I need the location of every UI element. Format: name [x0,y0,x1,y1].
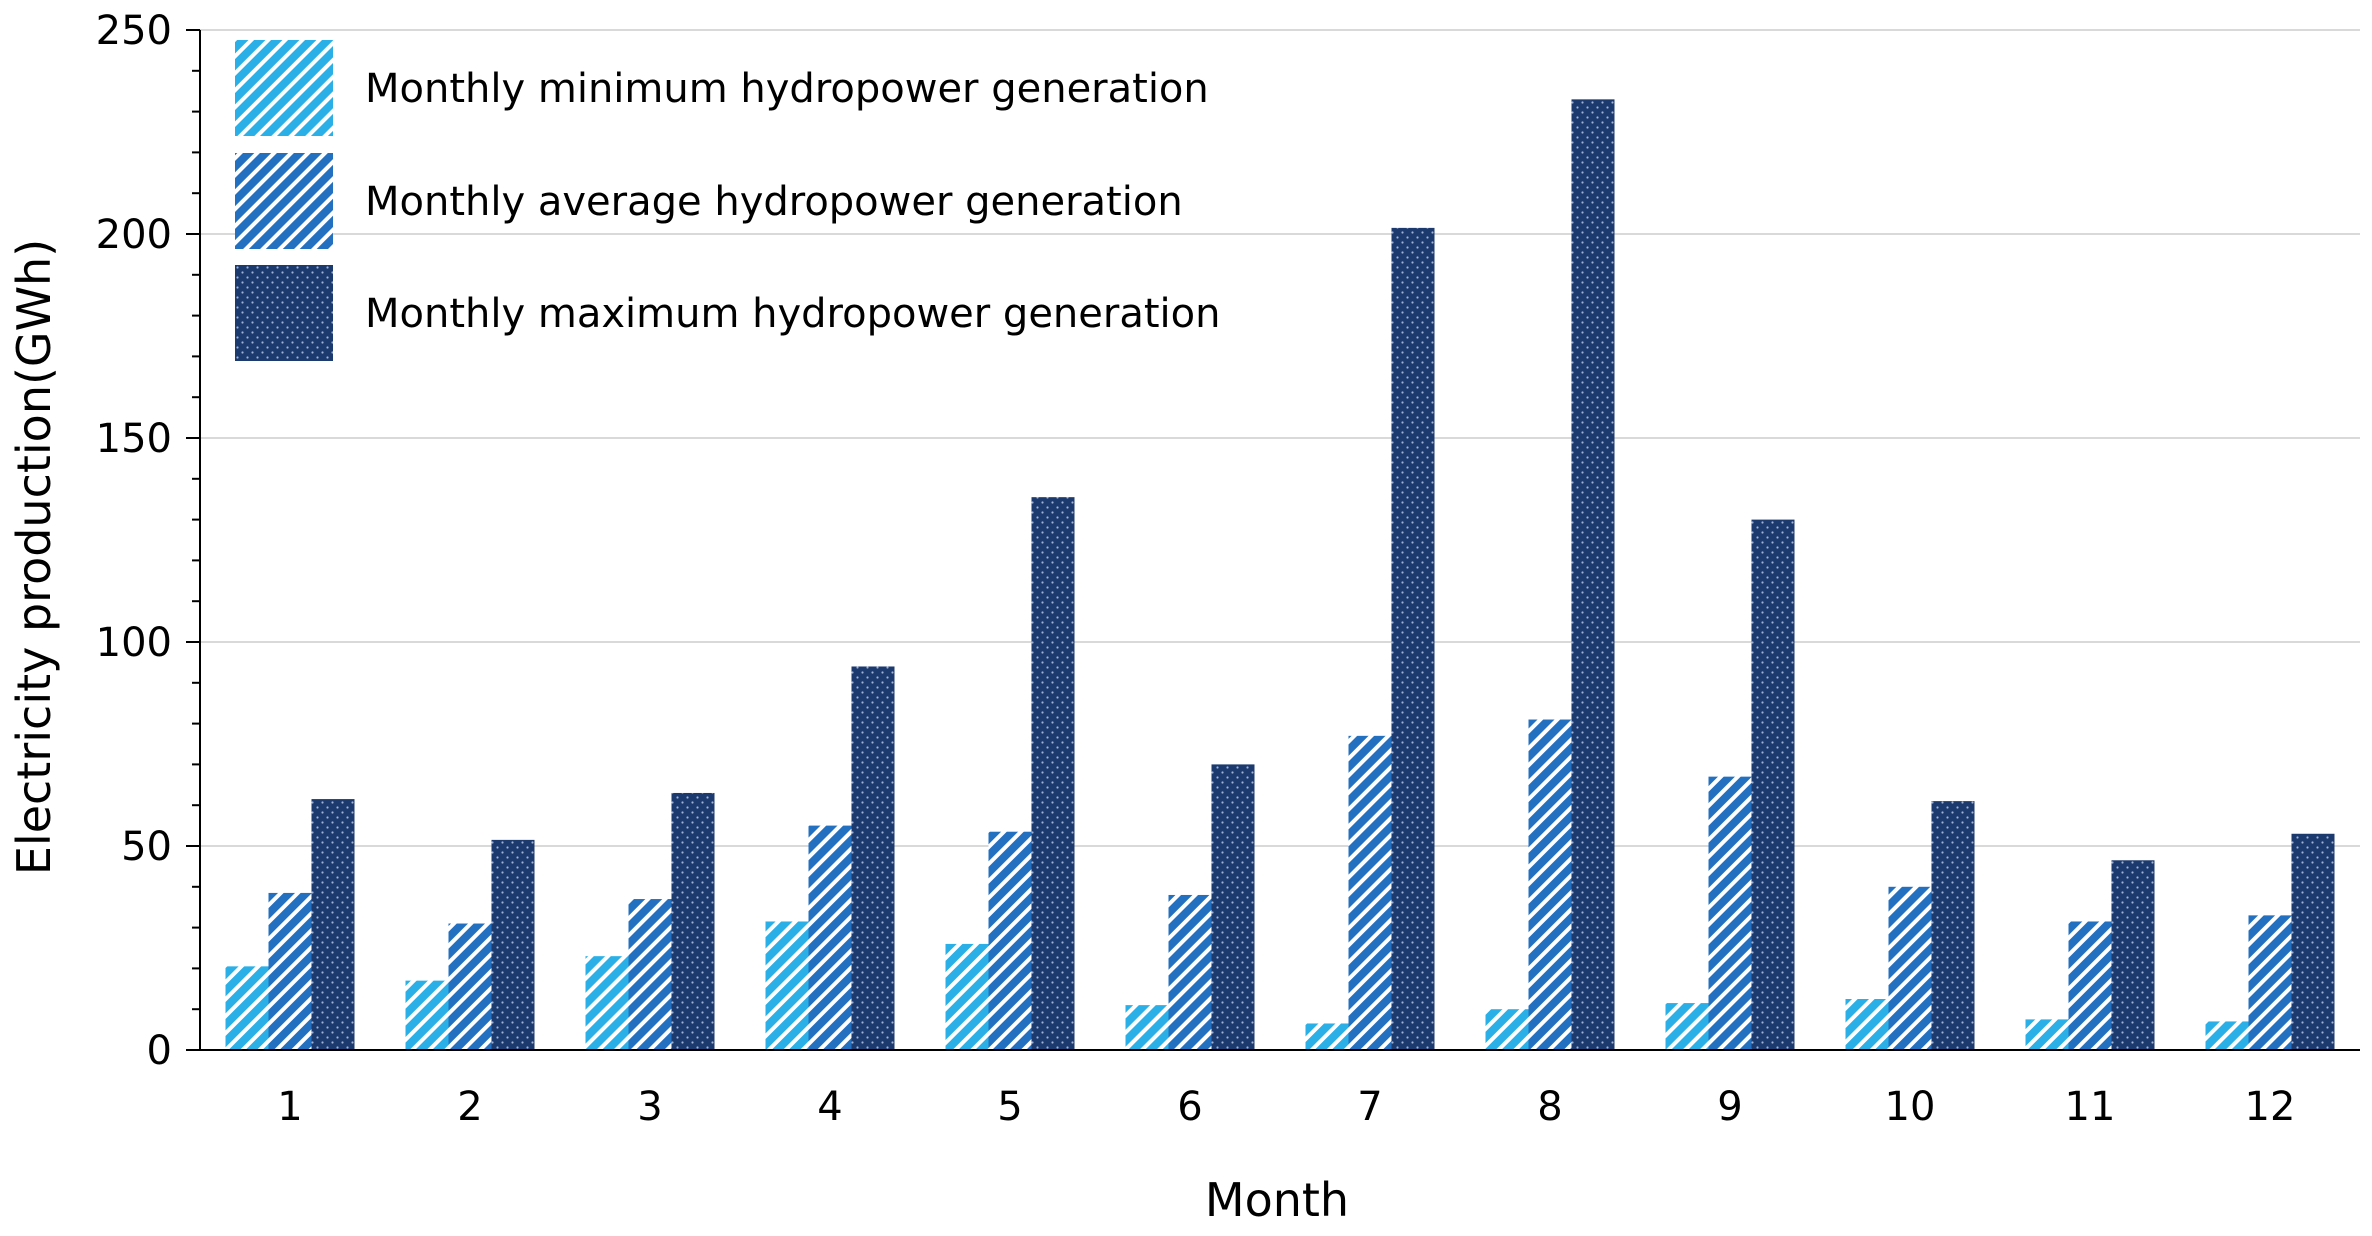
bar-max-month-2 [491,839,535,1050]
bar-avg-month-11 [2068,921,2112,1050]
x-tick-label: 3 [637,1084,662,1130]
bar-max-month-8 [1571,99,1615,1051]
y-tick-label: 100 [96,620,172,666]
bar-max-month-6 [1211,764,1255,1050]
bar-max-month-3 [671,792,715,1050]
axes [186,29,2360,1051]
bar-min-month-11 [2025,1019,2069,1050]
gridlines [200,29,2360,847]
bar-avg-month-4 [808,825,852,1050]
legend-swatch-max [235,265,333,361]
bar-min-month-8 [1485,1009,1529,1050]
bars [225,99,2335,1051]
legend-label-min: Monthly minimum hydropower generation [365,66,1209,112]
bar-min-month-5 [945,943,989,1050]
bar-avg-month-6 [1168,894,1212,1050]
bar-avg-month-9 [1708,776,1752,1050]
y-tick-label: 150 [96,416,172,462]
bar-min-month-4 [765,921,809,1050]
bar-min-month-12 [2205,1021,2249,1050]
y-axis-title: Electricity production(GWh) [7,239,61,875]
bar-avg-month-8 [1528,719,1572,1050]
bar-max-month-5 [1031,497,1075,1050]
y-tick-label: 250 [96,8,172,54]
x-tick-label: 4 [817,1084,842,1130]
bar-avg-month-1 [268,892,312,1050]
bar-max-month-9 [1751,519,1795,1050]
x-tick-label: 10 [1885,1084,1936,1130]
bar-min-month-10 [1845,999,1889,1050]
legend-swatch-avg [235,153,333,249]
bar-avg-month-12 [2248,915,2292,1050]
x-tick-label: 1 [277,1084,302,1130]
legend: Monthly minimum hydropower generation Mo… [235,40,1220,361]
y-tick-label: 0 [147,1028,172,1074]
bar-min-month-3 [585,956,629,1050]
bar-avg-month-10 [1888,886,1932,1050]
bar-avg-month-5 [988,831,1032,1050]
bar-max-month-1 [311,799,355,1050]
x-tick-label: 2 [457,1084,482,1130]
bar-min-month-2 [405,980,449,1050]
x-tick-label: 6 [1177,1084,1202,1130]
bar-avg-month-7 [1348,735,1392,1050]
bar-min-month-9 [1665,1003,1709,1050]
bar-min-month-7 [1305,1023,1349,1050]
y-tick-label: 50 [121,824,172,870]
y-tick-label: 200 [96,212,172,258]
bar-min-month-6 [1125,1005,1169,1050]
bar-avg-month-2 [448,923,492,1050]
bar-avg-month-3 [628,899,672,1050]
bar-max-month-4 [851,666,895,1050]
x-tick-label: 5 [997,1084,1022,1130]
x-tick-label: 8 [1537,1084,1562,1130]
bar-max-month-7 [1391,227,1435,1050]
bar-max-month-11 [2111,860,2155,1050]
legend-swatch-min [235,40,333,136]
x-tick-label: 7 [1357,1084,1382,1130]
bar-max-month-12 [2291,833,2335,1050]
x-axis-title: Month [1205,1173,1349,1227]
legend-label-max: Monthly maximum hydropower generation [365,291,1220,337]
x-tick-label: 11 [2065,1084,2116,1130]
x-tick-label: 9 [1717,1084,1742,1130]
bar-max-month-10 [1931,801,1975,1050]
bar-min-month-1 [225,966,269,1050]
legend-label-avg: Monthly average hydropower generation [365,179,1183,225]
x-tick-label: 12 [2245,1084,2296,1130]
